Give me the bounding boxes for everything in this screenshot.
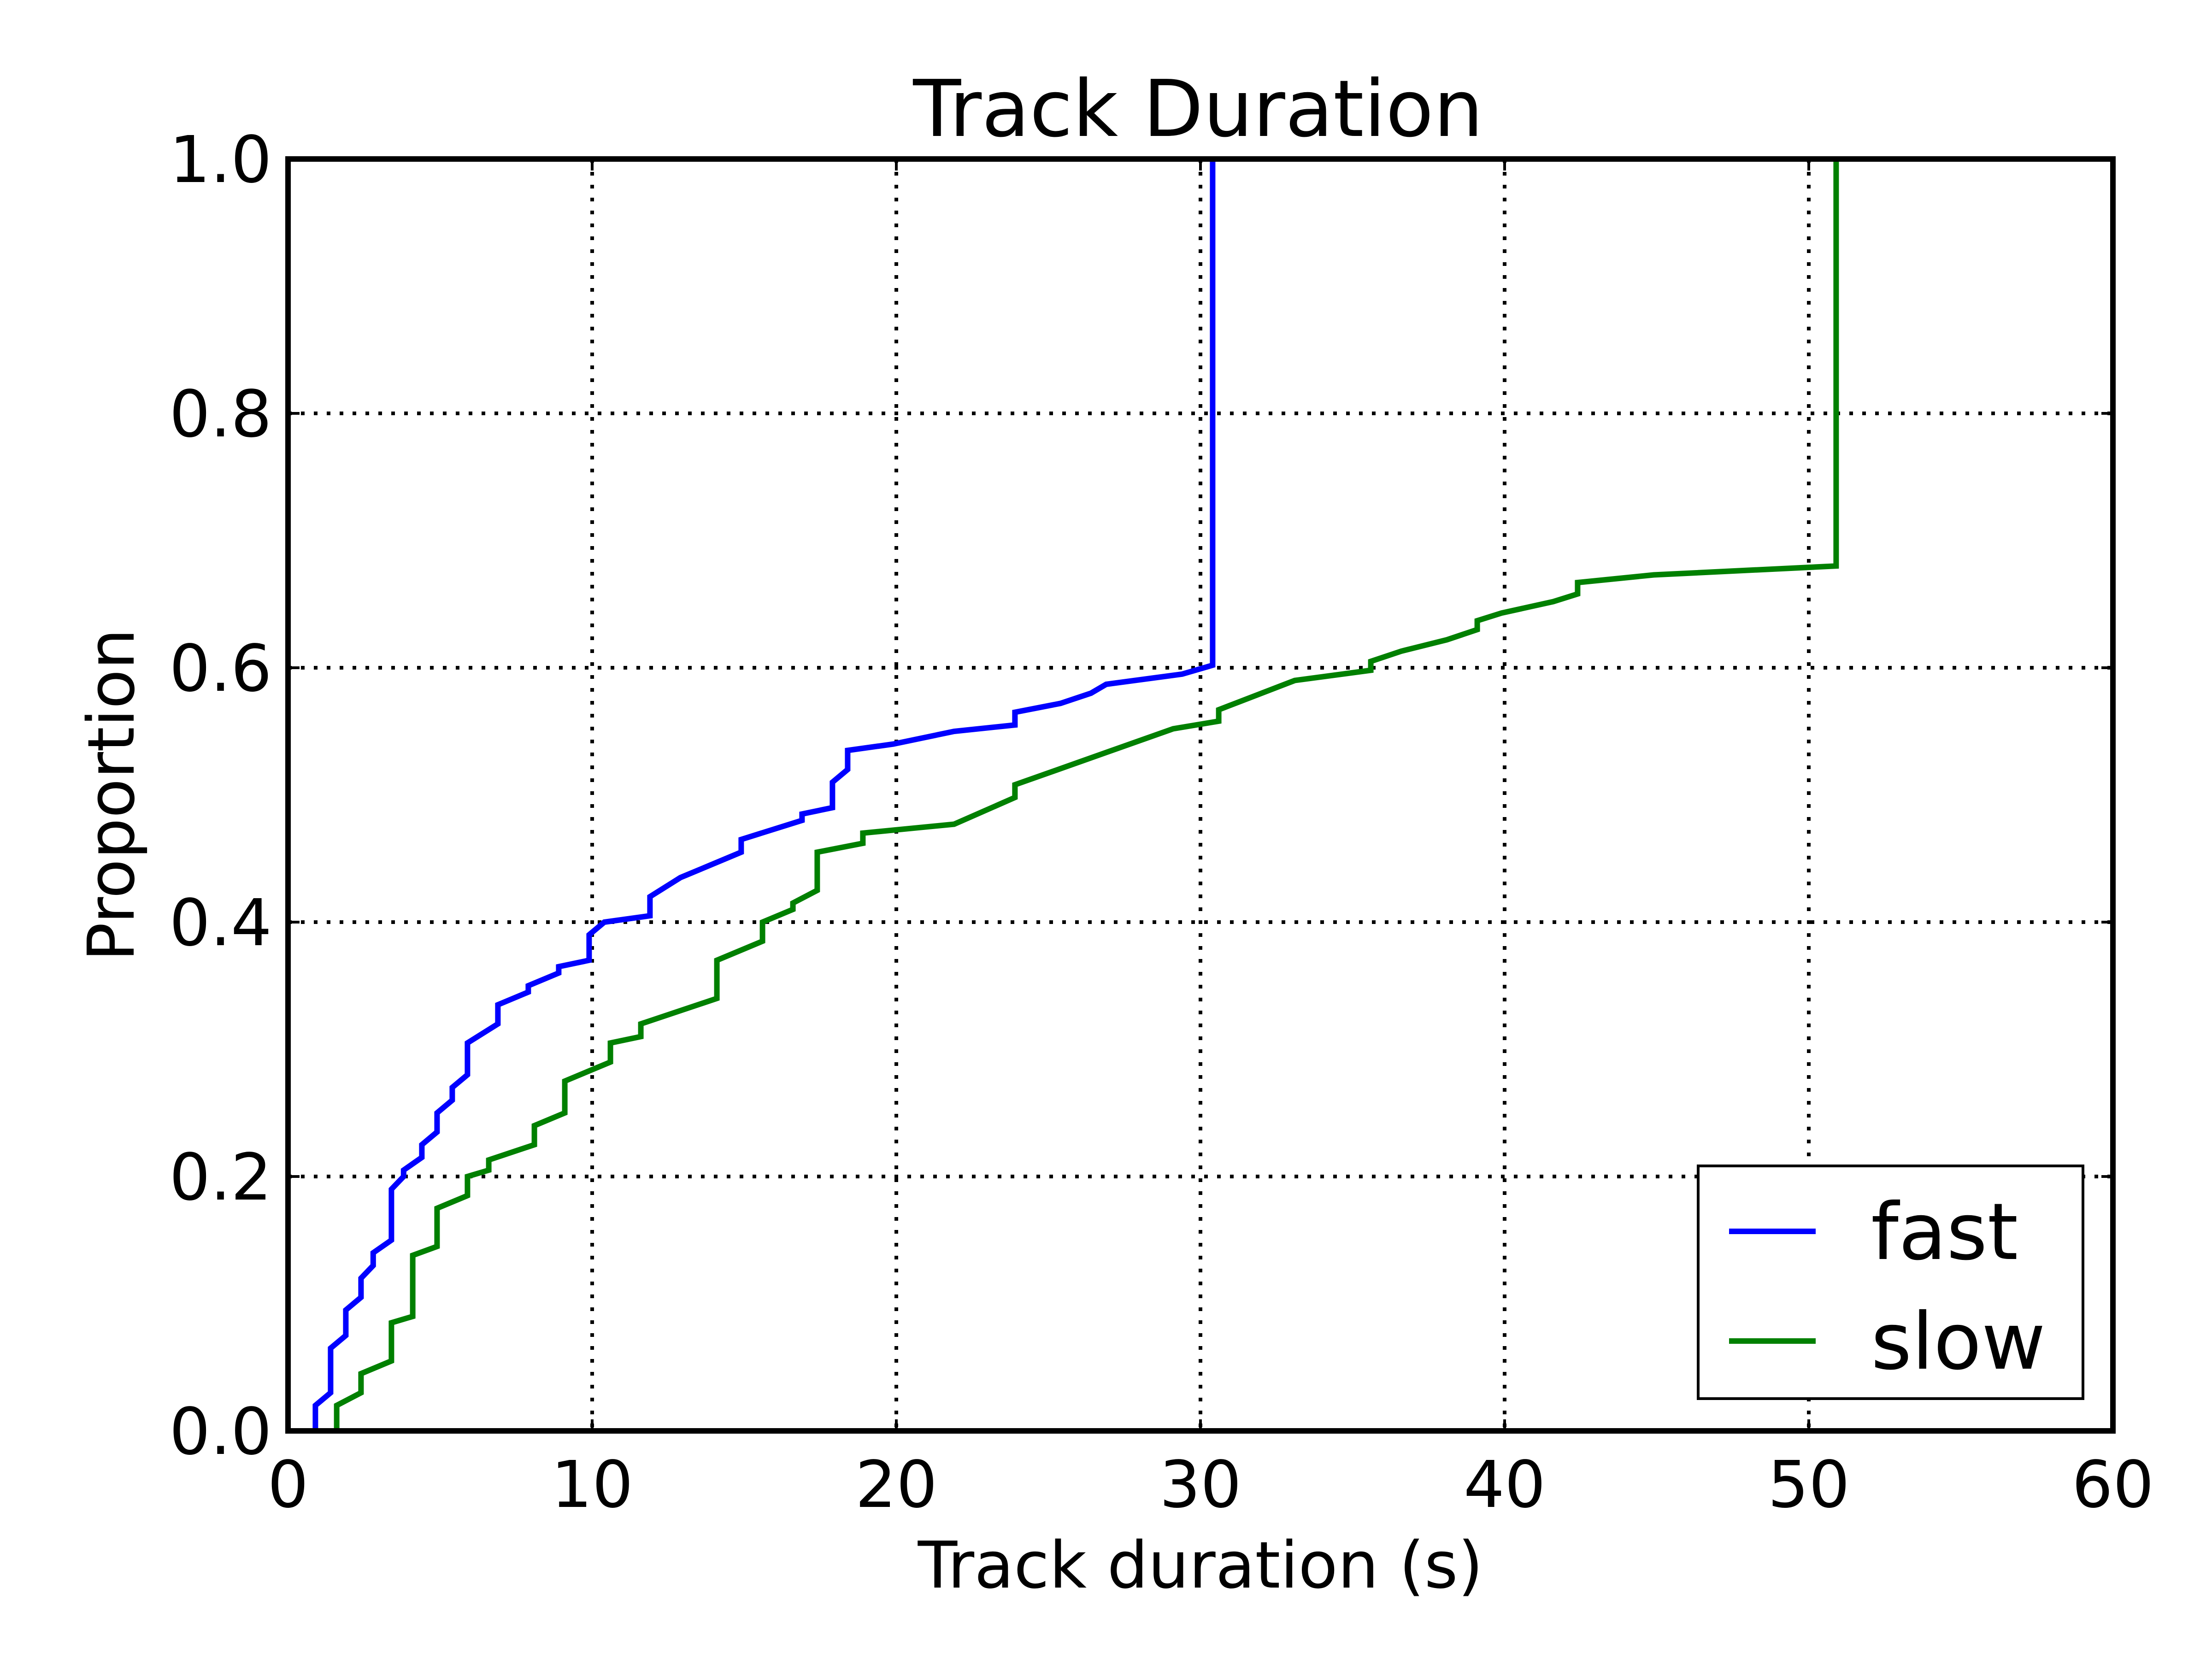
series-line-fast <box>312 159 1216 1431</box>
x-axis-label: Track duration (s) <box>918 1528 1483 1603</box>
y-tick-label: 0.2 <box>169 1140 272 1215</box>
tick-labels: 0 10 20 30 40 50 60 0.0 0.2 0.4 0.6 0.8 1.0 <box>169 123 2154 1523</box>
legend-label-slow: slow <box>1871 1296 2046 1388</box>
plot-frame <box>285 156 2116 1434</box>
series-line-slow <box>334 159 1839 1431</box>
y-tick-label: 0.8 <box>169 377 272 452</box>
x-tick-label: 30 <box>1159 1447 1241 1523</box>
x-tick-label: 40 <box>1464 1447 1546 1523</box>
x-tick-label: 20 <box>855 1447 937 1523</box>
legend-box <box>1697 1165 2084 1400</box>
x-tick-label: 0 <box>267 1447 308 1523</box>
x-tick-label: 10 <box>551 1447 633 1523</box>
x-tick-label: 60 <box>2072 1447 2154 1523</box>
x-tick-label: 50 <box>1768 1447 1850 1523</box>
legend-label-fast: fast <box>1871 1187 2018 1278</box>
series-layer <box>312 159 1839 1431</box>
legend: fast slow <box>1697 1165 2084 1400</box>
y-tick-label: 0.0 <box>169 1394 272 1470</box>
y-tick-label: 1.0 <box>169 123 272 198</box>
y-tick-label: 0.6 <box>169 631 272 706</box>
y-axis-label: Proportion <box>74 629 149 961</box>
chart-title: Track Duration <box>912 64 1483 155</box>
y-tick-label: 0.4 <box>169 886 272 961</box>
